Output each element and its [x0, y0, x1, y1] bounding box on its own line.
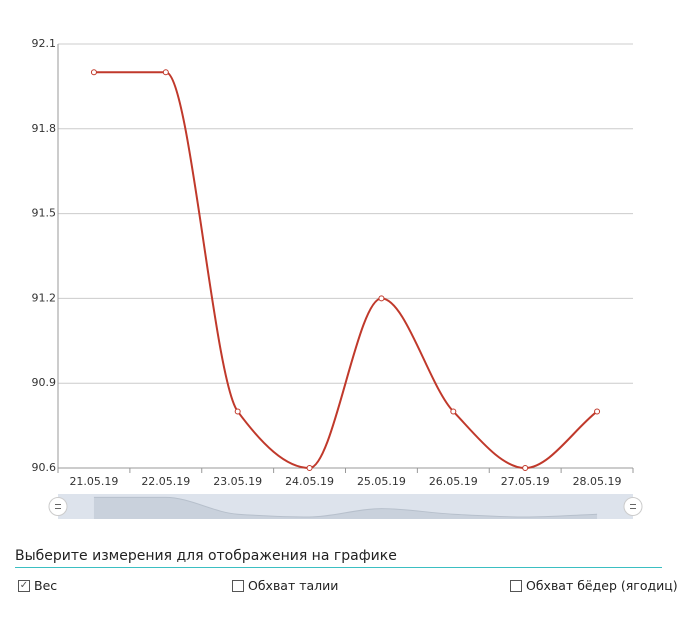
x-tick-label: 25.05.19	[357, 475, 406, 488]
x-tick-label: 22.05.19	[141, 475, 190, 488]
point	[234, 408, 241, 415]
measure-panel: Выберите измерения для отображения на гр…	[0, 548, 680, 608]
x-tick-label: 21.05.19	[69, 475, 118, 488]
x-tick-label: 28.05.19	[573, 475, 622, 488]
option[interactable]: ✓ Вес	[18, 578, 57, 593]
option[interactable]: Обхват бёдер (ягодиц)	[510, 578, 678, 593]
point	[522, 465, 529, 471]
point	[90, 69, 97, 76]
option-label: Обхват талии	[248, 578, 339, 593]
navigator-handle[interactable]	[623, 497, 643, 516]
x-tick-label: 23.05.19	[213, 475, 262, 488]
handle-grip	[55, 504, 61, 509]
navigator-area	[93, 497, 598, 519]
point	[162, 69, 169, 76]
x-tick-label: 26.05.19	[429, 475, 478, 488]
y-tick-label: 92.1	[32, 37, 57, 50]
option-label: Вес	[34, 578, 58, 593]
y-tick-label: 90.6	[32, 461, 57, 474]
point	[378, 295, 385, 302]
point	[306, 465, 313, 471]
panel-title: Выберите измерения для отображения на гр…	[15, 548, 662, 568]
y-tick-label: 91.2	[32, 291, 57, 304]
series-line	[93, 71, 598, 470]
y-tick-label: 91.8	[32, 122, 57, 135]
checkbox[interactable]	[510, 579, 522, 592]
x-tick-label: 24.05.19	[285, 475, 334, 488]
y-tick-label: 90.9	[32, 376, 57, 389]
point	[450, 408, 457, 415]
navigator-line	[93, 496, 598, 518]
handle-grip	[630, 504, 636, 509]
x-tick-label: 27.05.19	[501, 475, 550, 488]
navigator-handle[interactable]	[48, 497, 68, 516]
y-tick-label: 91.5	[32, 207, 57, 220]
checkbox[interactable]	[232, 579, 244, 592]
options: ✓ Вес Обхват талии Обхват бёдер (ягодиц)	[0, 578, 680, 608]
checkbox[interactable]: ✓	[18, 579, 30, 592]
point	[594, 408, 601, 415]
option-label: Обхват бёдер (ягодиц)	[526, 578, 678, 593]
option[interactable]: Обхват талии	[232, 578, 338, 593]
chart: 90.6 90.9 91.2 91.5 91.8 92.1 21.05.19 22.05.19…	[32, 37, 643, 519]
